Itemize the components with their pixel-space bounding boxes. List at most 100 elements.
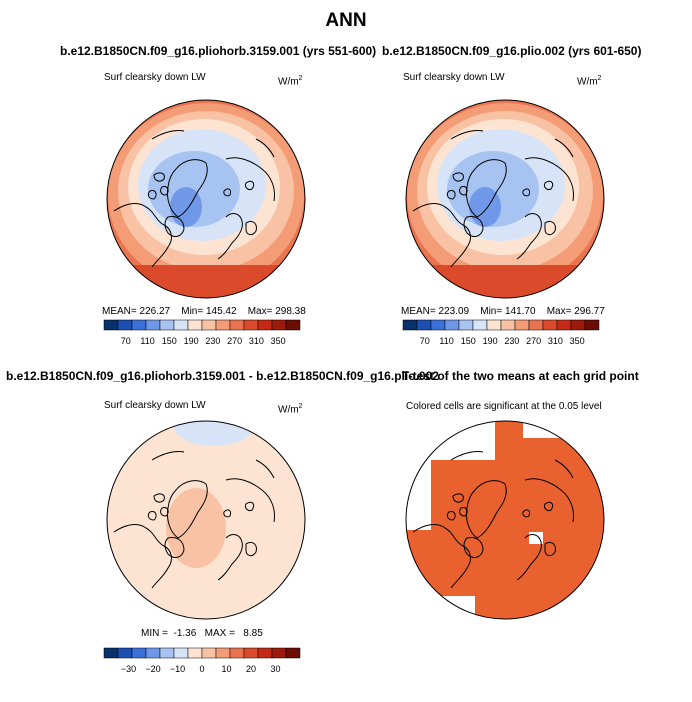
colorbar-tick-label: 350 — [271, 336, 286, 346]
colorbar-tick-label: 230 — [205, 336, 220, 346]
coastline-3 — [147, 190, 157, 200]
colorbar-swatch — [159, 319, 175, 331]
coastline-3 — [446, 511, 456, 521]
colorbar-swatch — [103, 319, 119, 331]
coastline-0 — [167, 159, 208, 218]
colorbar-swatch — [285, 319, 301, 331]
coastline-11 — [151, 451, 185, 461]
coastline-7 — [544, 541, 556, 557]
coastline-6 — [217, 213, 243, 260]
colorbar-top-left: 70 110 150 190 230 270 310 350 — [103, 319, 301, 346]
field-blank-4 — [529, 532, 543, 544]
map-border — [405, 420, 605, 620]
panel-title-bottom-left: b.e12.B1850CN.f09_g16.pliohorb.3159.001 … — [6, 369, 439, 383]
colorbar-tick-label: −30 — [121, 664, 136, 674]
field-blank-3 — [523, 421, 604, 438]
figure-title: ANN — [325, 10, 367, 31]
coastline-10 — [245, 180, 255, 190]
coastline-4 — [113, 524, 172, 589]
colorbar-swatch — [486, 319, 502, 331]
units-label-top-left: W/m2 — [278, 75, 303, 88]
coastline-8 — [524, 478, 574, 523]
colorbar-tick-label: 310 — [249, 336, 264, 346]
coastline-8 — [524, 157, 574, 202]
coastline-2 — [160, 186, 169, 196]
colorbar-tick-label: 230 — [504, 336, 519, 346]
colorbar-swatch — [201, 647, 217, 659]
colorbar-swatch — [187, 319, 203, 331]
panel-title-top-left: b.e12.B1850CN.f09_g16.pliohorb.3159.001 … — [60, 44, 377, 58]
colorbar-tick-label: 270 — [526, 336, 541, 346]
colorbar-tick-label: 270 — [227, 336, 242, 346]
colorbar-swatch — [556, 319, 572, 331]
coastline-8 — [225, 157, 275, 202]
coastline-6 — [516, 213, 542, 260]
coastline-5 — [164, 537, 185, 558]
coastline-3 — [446, 190, 456, 200]
panel-title-bottom-right: T-test of the two means at each grid poi… — [402, 369, 639, 383]
colorbar-swatch — [243, 647, 259, 659]
colorbar-swatch — [257, 647, 273, 659]
coastline-5 — [164, 216, 185, 237]
colorbar-swatch — [117, 647, 133, 659]
coastline-5 — [463, 216, 484, 237]
variable-label-top-left: Surf clearsky down LW — [104, 72, 206, 83]
colorbar-tick-label: 190 — [483, 336, 498, 346]
field-band-south — [107, 265, 305, 298]
coastline-7 — [245, 541, 257, 557]
colorbar-tick-label: −10 — [170, 664, 185, 674]
coastline-0 — [466, 159, 507, 218]
units-label-top-right: W/m2 — [577, 75, 602, 88]
colorbar-swatch — [131, 647, 147, 659]
coastline-1 — [153, 172, 165, 182]
coastline-2 — [160, 507, 169, 517]
coastline-4 — [412, 524, 471, 589]
colorbar-swatch — [500, 319, 516, 331]
coastline-9 — [223, 188, 231, 197]
map-border — [405, 99, 605, 299]
coastline-10 — [544, 180, 554, 190]
coastline-9 — [522, 509, 530, 518]
colorbar-tick-label: 70 — [420, 336, 430, 346]
stats-bottom-left: MIN = -1.36 MAX = 8.85 — [141, 628, 263, 639]
stats-top-right: MEAN= 223.09 Min= 141.70 Max= 296.77 — [401, 306, 605, 317]
colorbar-swatch — [215, 319, 231, 331]
polar-map-bottom-left — [106, 420, 306, 620]
colorbar-swatch — [285, 647, 301, 659]
colorbar-tick-label: 30 — [270, 664, 280, 674]
colorbar-tick-label: 110 — [439, 336, 453, 346]
colorbar-swatch — [173, 319, 189, 331]
coastline-6 — [516, 534, 542, 581]
coastline-11 — [450, 130, 484, 140]
colorbar-tick-label: 10 — [221, 664, 231, 674]
coastline-10 — [544, 501, 554, 511]
map-border — [106, 99, 306, 299]
coastline-1 — [153, 493, 165, 503]
colorbar-swatch — [271, 647, 287, 659]
coastline-11 — [151, 130, 185, 140]
colorbar-swatch — [528, 319, 544, 331]
field-blank-5 — [406, 596, 475, 619]
field-diff-positive — [166, 488, 226, 568]
colorbar-swatch — [117, 319, 133, 331]
panel-title-top-right: b.e12.B1850CN.f09_g16.plio.002 (yrs 601-… — [382, 44, 642, 58]
colorbar-swatch — [229, 647, 245, 659]
colorbar-swatch — [430, 319, 446, 331]
polar-map-bottom-right — [405, 420, 605, 620]
colorbar-swatch — [243, 319, 259, 331]
colorbar-tick-label: 350 — [570, 336, 585, 346]
colorbar-swatch — [159, 647, 175, 659]
colorbar-tick-label: 110 — [140, 336, 154, 346]
colorbar-swatch — [542, 319, 558, 331]
units-label-bottom-left: W/m2 — [278, 403, 303, 416]
coastline-8 — [225, 478, 275, 523]
colorbar-swatch — [271, 319, 287, 331]
coastline-12 — [255, 459, 275, 479]
colorbar-swatch — [514, 319, 530, 331]
coastline-3 — [147, 511, 157, 521]
coastline-1 — [452, 172, 464, 182]
coastline-12 — [554, 138, 574, 158]
colorbar-tick-label: 150 — [162, 336, 177, 346]
colorbar-bottom-left: −30 −20 −10 0 10 20 30 — [103, 647, 301, 674]
coastline-12 — [255, 138, 275, 158]
